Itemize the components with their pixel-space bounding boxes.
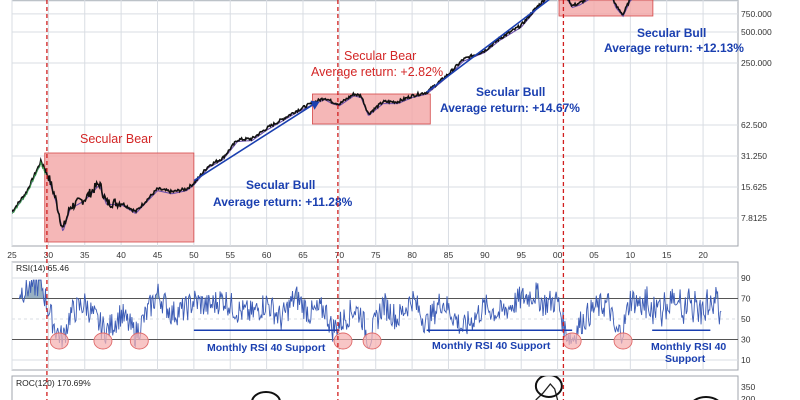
x-tick-label: 50 bbox=[189, 250, 199, 260]
annotation-secular-bull-3: Secular Bull bbox=[637, 26, 706, 40]
x-tick-label: 00 bbox=[553, 250, 563, 260]
roc-peak-circle bbox=[251, 391, 281, 400]
x-tick-label: 95 bbox=[516, 250, 526, 260]
roc-series-group bbox=[251, 376, 719, 400]
rsi-y-tick-label: 10 bbox=[741, 355, 751, 365]
x-tick-label: 90 bbox=[480, 250, 490, 260]
x-tick-label: 60 bbox=[262, 250, 272, 260]
rsi-legend: RSI(14) 65.46 bbox=[16, 263, 69, 273]
roc-y-tick-label: 350 bbox=[741, 382, 755, 392]
x-tick-label: 65 bbox=[298, 250, 308, 260]
secular-bear-box bbox=[44, 152, 195, 243]
x-tick-label: 15 bbox=[662, 250, 672, 260]
secular-bear-box bbox=[558, 0, 654, 17]
rsi-oversold-circle bbox=[93, 332, 113, 350]
price-up-volume-tint bbox=[12, 160, 46, 214]
x-tick-label: 20 bbox=[698, 250, 708, 260]
rsi-oversold-circle bbox=[362, 332, 382, 350]
x-tick-label: 35 bbox=[80, 250, 90, 260]
cycle-separator-lines bbox=[46, 0, 565, 400]
x-axis: 25 30 35 40 45 50 55 60 65 70 75 80 85 90 95 00 05 10 15 20 bbox=[7, 250, 708, 260]
x-tick-label: 30 bbox=[44, 250, 54, 260]
x-tick-label: 85 bbox=[444, 250, 454, 260]
x-tick-label: 80 bbox=[407, 250, 417, 260]
x-tick-label: 40 bbox=[116, 250, 126, 260]
rsi-oversold-circle bbox=[613, 332, 633, 350]
rsi-y-axis: 90 70 50 30 10 bbox=[741, 273, 751, 365]
price-series-group bbox=[12, 0, 633, 232]
rsi-oversold-circle bbox=[333, 332, 353, 350]
price-line bbox=[12, 0, 632, 228]
roc-panel-frame bbox=[11, 375, 739, 400]
secular-bear-box bbox=[312, 93, 431, 125]
price-y-tick-label: 15.625 bbox=[741, 182, 767, 192]
x-tick-label: 70 bbox=[335, 250, 345, 260]
rsi-support-lines: Monthly RSI 40 Support Monthly RSI 40 Sup… bbox=[193, 329, 726, 365]
rsi-panel: Monthly RSI 40 Support Monthly RSI 40 Sup… bbox=[11, 261, 751, 371]
rsi-oversold-circle bbox=[562, 332, 582, 350]
x-tick-label: 10 bbox=[626, 250, 636, 260]
rsi-y-tick-label: 50 bbox=[741, 314, 751, 324]
rsi-support-label-2: Monthly RSI 40 Support bbox=[432, 340, 551, 352]
price-y-tick-label: 31.250 bbox=[741, 151, 767, 161]
trend-arrow-line bbox=[193, 101, 318, 182]
annotation-return-2: Average return: +2.82% bbox=[311, 65, 443, 79]
rsi-oversold-circle bbox=[49, 332, 69, 350]
price-y-axis: 7.8125 15.625 31.250 62.500 250.000 500.000 75… bbox=[741, 9, 772, 223]
annotation-secular-bull-2: Secular Bull bbox=[476, 85, 545, 99]
rsi-support-label-3a: Monthly RSI 40 bbox=[651, 341, 726, 353]
rsi-y-tick-label: 70 bbox=[741, 294, 751, 304]
price-y-tick-label: 250.000 bbox=[741, 58, 772, 68]
trend-arrow-line bbox=[426, 0, 550, 93]
price-y-tick-label: 62.500 bbox=[741, 120, 767, 130]
price-panel: 7.8125 15.625 31.250 62.500 250.000 500.000 75… bbox=[7, 0, 772, 260]
price-y-tick-label: 500.000 bbox=[741, 27, 772, 37]
roc-peak-circle bbox=[534, 376, 563, 398]
rsi-y-tick-label: 30 bbox=[741, 335, 751, 345]
x-tick-label: 25 bbox=[7, 250, 17, 260]
annotation-return-4: Average return: +12.13% bbox=[604, 41, 744, 55]
annotation-secular-bear-1: Secular Bear bbox=[80, 132, 152, 146]
trend-arrows bbox=[193, 0, 550, 182]
price-y-tick-label: 7.8125 bbox=[741, 213, 767, 223]
rsi-support-label-1: Monthly RSI 40 Support bbox=[207, 342, 326, 354]
rsi-support-label-3b: Support bbox=[665, 353, 706, 365]
rsi-y-tick-label: 90 bbox=[741, 273, 751, 283]
roc-legend: ROC(120) 170.69% bbox=[16, 378, 91, 388]
annotation-secular-bull-1: Secular Bull bbox=[246, 178, 315, 192]
x-tick-label: 05 bbox=[589, 250, 599, 260]
secular-bear-boxes bbox=[44, 0, 654, 243]
x-tick-label: 45 bbox=[153, 250, 163, 260]
x-tick-label: 55 bbox=[226, 250, 236, 260]
rsi-oversold-circles bbox=[49, 332, 633, 350]
roc-y-tick-label: 200 bbox=[741, 394, 755, 400]
trend-arrow-head bbox=[310, 100, 320, 110]
annotation-return-1: Average return: +11.28% bbox=[213, 195, 353, 209]
annotation-return-3: Average return: +14.67% bbox=[440, 101, 580, 115]
annotation-secular-bear-2: Secular Bear bbox=[344, 49, 416, 63]
roc-peak-circle bbox=[693, 396, 719, 400]
x-tick-label: 75 bbox=[371, 250, 381, 260]
rsi-oversold-circle bbox=[129, 332, 149, 350]
price-y-tick-label: 750.000 bbox=[741, 9, 772, 19]
